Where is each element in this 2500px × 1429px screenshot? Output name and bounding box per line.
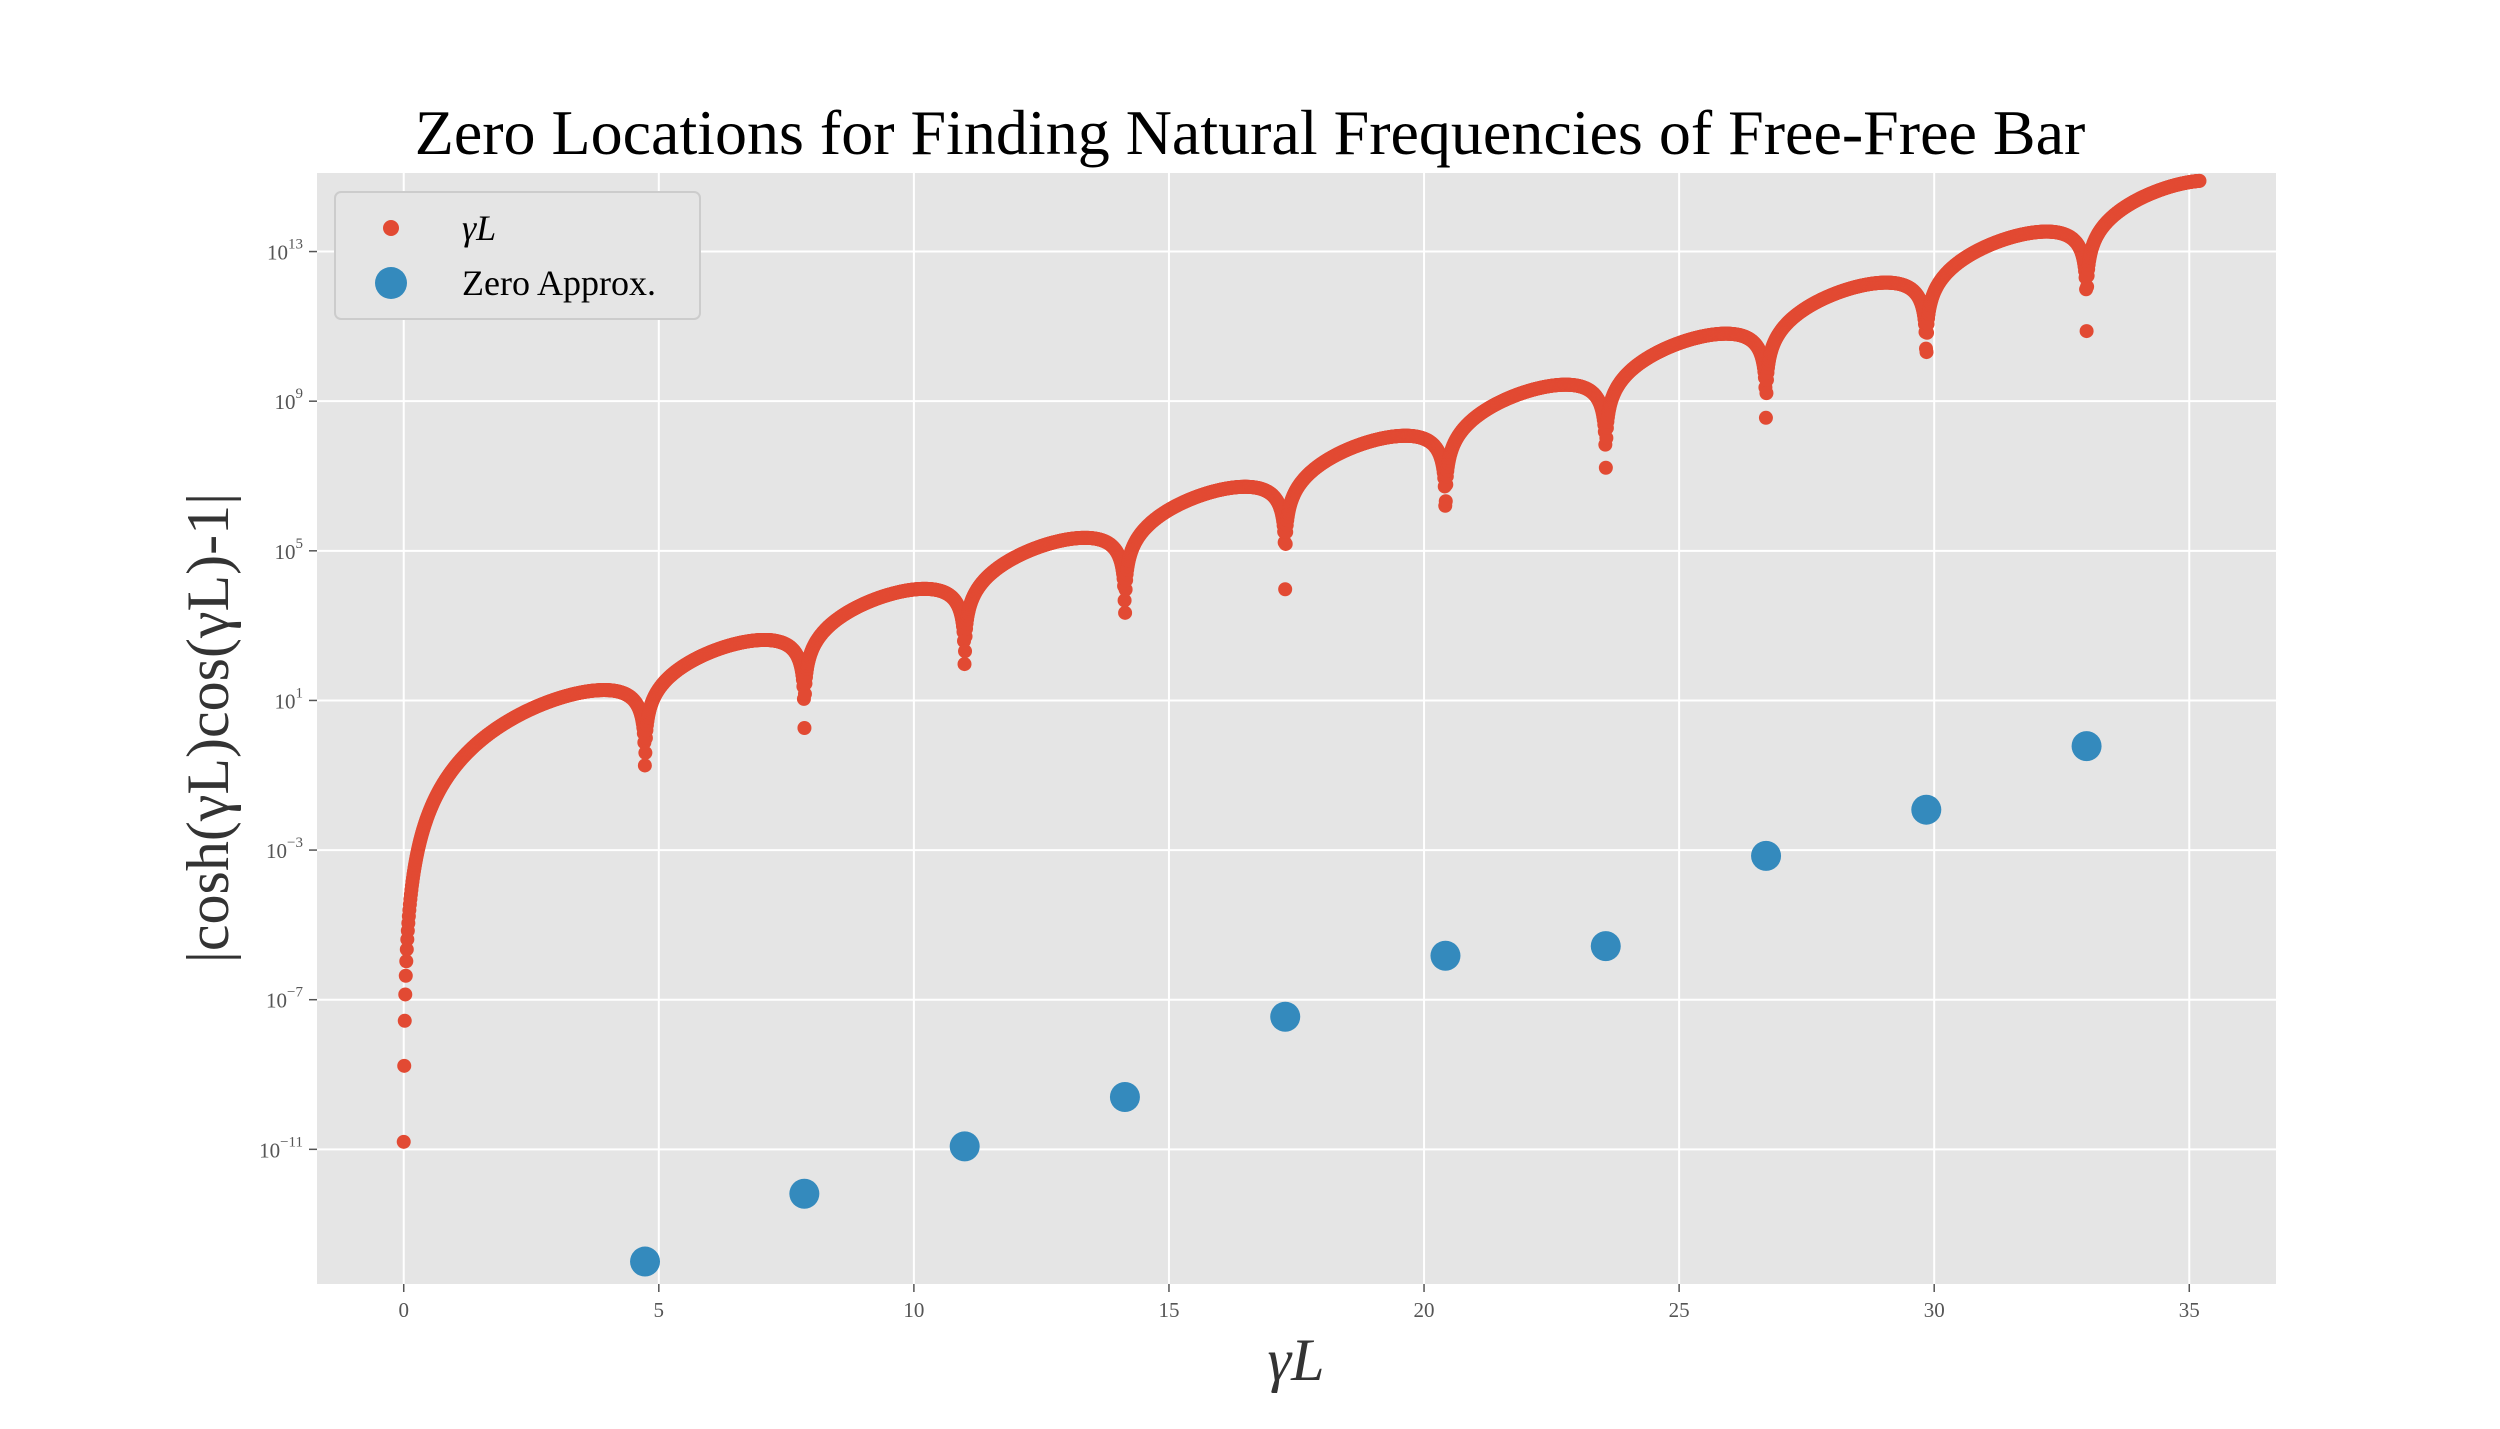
y-axis-ticks: 10−11 10−7 10−3 101 105 109 1013 [259, 237, 317, 1162]
data-point [1278, 582, 1293, 597]
zero-approx-point [1751, 840, 1782, 871]
zero-approx-point [1109, 1082, 1140, 1113]
data-point [637, 758, 652, 773]
zero-approx-point [789, 1178, 820, 1209]
x-tick-label: 5 [654, 1298, 665, 1322]
x-tick-label: 30 [1924, 1298, 1945, 1322]
x-tick-label: 10 [903, 1298, 924, 1322]
plot-area [317, 173, 2276, 1284]
zero-approx-point [1911, 794, 1942, 825]
data-point [1758, 410, 1773, 425]
legend-marker-zero-approx [375, 267, 407, 299]
data-point [958, 644, 973, 659]
data-point [957, 657, 972, 672]
grid-lines [317, 173, 2276, 1284]
x-tick-label: 0 [398, 1298, 409, 1322]
data-point [1278, 536, 1293, 551]
data-point [1438, 494, 1453, 509]
data-point [797, 686, 812, 701]
x-axis-label: γL [1267, 1327, 1324, 1393]
data-point [397, 1058, 412, 1073]
y-tick-label: 10−3 [266, 835, 303, 863]
data-point [638, 745, 653, 760]
y-tick-label: 105 [275, 536, 304, 564]
data-point [1118, 605, 1133, 620]
y-tick-label: 10−11 [259, 1134, 303, 1162]
data-point [2079, 324, 2094, 339]
data-point [398, 987, 413, 1002]
data-point [2192, 173, 2207, 188]
y-tick-label: 101 [275, 685, 304, 713]
data-point [1919, 345, 1934, 360]
zero-approx-point [1430, 940, 1461, 971]
data-point [396, 1134, 411, 1149]
x-tick-label: 20 [1414, 1298, 1435, 1322]
x-tick-label: 15 [1158, 1298, 1179, 1322]
legend-box [334, 191, 701, 320]
data-point [398, 968, 413, 983]
legend: γL Zero Approx. [334, 191, 701, 320]
data-point [399, 942, 414, 957]
data-point [797, 721, 812, 735]
legend-label-gamma-l: γL [462, 208, 496, 248]
data-point [1117, 593, 1132, 608]
zero-approx-point [949, 1131, 980, 1162]
legend-marker-gamma-l [383, 220, 399, 236]
legend-label-zero-approx: Zero Approx. [462, 263, 656, 303]
data-point [1598, 460, 1613, 475]
chart-title: Zero Locations for Finding Natural Frequ… [415, 97, 2086, 168]
data-point [1599, 430, 1614, 445]
x-tick-label: 35 [2179, 1298, 2200, 1322]
data-point [399, 954, 414, 969]
y-tick-label: 109 [275, 386, 304, 414]
data-point [1759, 386, 1774, 401]
x-axis-ticks: 0 5 10 15 20 25 30 35 [398, 1284, 2200, 1322]
y-tick-label: 1013 [267, 237, 303, 265]
zero-approx-point [2071, 731, 2102, 762]
series-gamma-l [396, 173, 2207, 1149]
data-point [397, 1013, 412, 1028]
data-point [2080, 279, 2095, 294]
zero-approx-point [1590, 931, 1621, 962]
y-tick-label: 10−7 [266, 985, 303, 1013]
zero-approx-point [1270, 1001, 1301, 1032]
y-axis-label: |cosh(γL)cos(γL)-1| [175, 493, 241, 963]
series-zero-approx [630, 731, 2102, 1277]
x-tick-label: 25 [1669, 1298, 1690, 1322]
zero-approx-point [630, 1246, 661, 1277]
